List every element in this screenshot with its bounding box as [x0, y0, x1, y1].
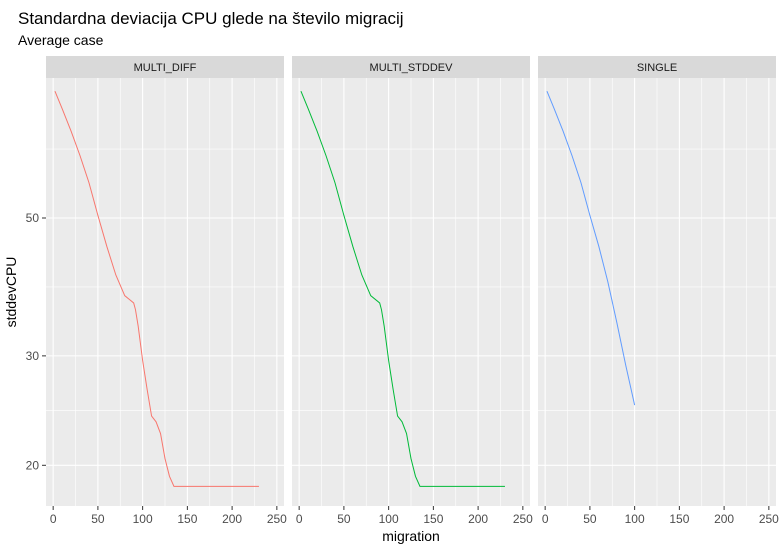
x-tick-label: 0: [296, 512, 303, 526]
x-tick-label: 150: [423, 512, 443, 526]
x-tick-label: 150: [177, 512, 197, 526]
series-line-single: [546, 90, 636, 406]
facet-strip: [46, 56, 284, 78]
y-tick-label: 30: [26, 349, 40, 363]
x-tick-label: 100: [133, 512, 153, 526]
facet-panels: MULTI_DIFF 0 50 100 150 200 250 MULTI_STDDEV 0 50…: [46, 56, 779, 526]
facet-panel-multi-diff: MULTI_DIFF 0 50 100 150 200 250: [46, 56, 287, 526]
y-tick-label: 50: [26, 211, 40, 225]
x-tick-label: 50: [337, 512, 351, 526]
x-tick-label: 250: [267, 512, 287, 526]
x-tick-label: 200: [468, 512, 488, 526]
x-axis-label: migration: [382, 528, 440, 544]
x-tick-label: 0: [542, 512, 549, 526]
facet-strip: [538, 56, 776, 78]
y-axis: 20 30 50: [26, 211, 46, 472]
series-line-multi-diff: [54, 90, 259, 487]
x-tick-label: 200: [222, 512, 242, 526]
facet-strip-label: MULTI_DIFF: [134, 62, 197, 74]
facet-strip: [292, 56, 530, 78]
x-tick-label: 200: [714, 512, 734, 526]
x-tick-label: 250: [759, 512, 779, 526]
y-tick-label: 20: [26, 458, 40, 472]
x-tick-label: 250: [513, 512, 533, 526]
facet-strip-label: SINGLE: [637, 62, 677, 74]
x-tick-label: 150: [669, 512, 689, 526]
x-tick-label: 100: [379, 512, 399, 526]
series-line-multi-stddev: [300, 90, 505, 487]
facet-strip-label: MULTI_STDDEV: [370, 62, 454, 74]
x-tick-label: 0: [50, 512, 57, 526]
y-axis-label: stddevCPU: [3, 257, 19, 328]
facet-panel-single: SINGLE 0 50 100 150 200 250: [538, 56, 779, 526]
facet-panel-multi-stddev: MULTI_STDDEV 0 50 100 150 200 250: [292, 56, 533, 526]
chart-subtitle: Average case: [18, 32, 104, 48]
x-tick-label: 50: [91, 512, 105, 526]
x-tick-label: 50: [583, 512, 597, 526]
chart-title: Standardna deviacija CPU glede na števil…: [18, 9, 404, 28]
x-tick-label: 100: [625, 512, 645, 526]
